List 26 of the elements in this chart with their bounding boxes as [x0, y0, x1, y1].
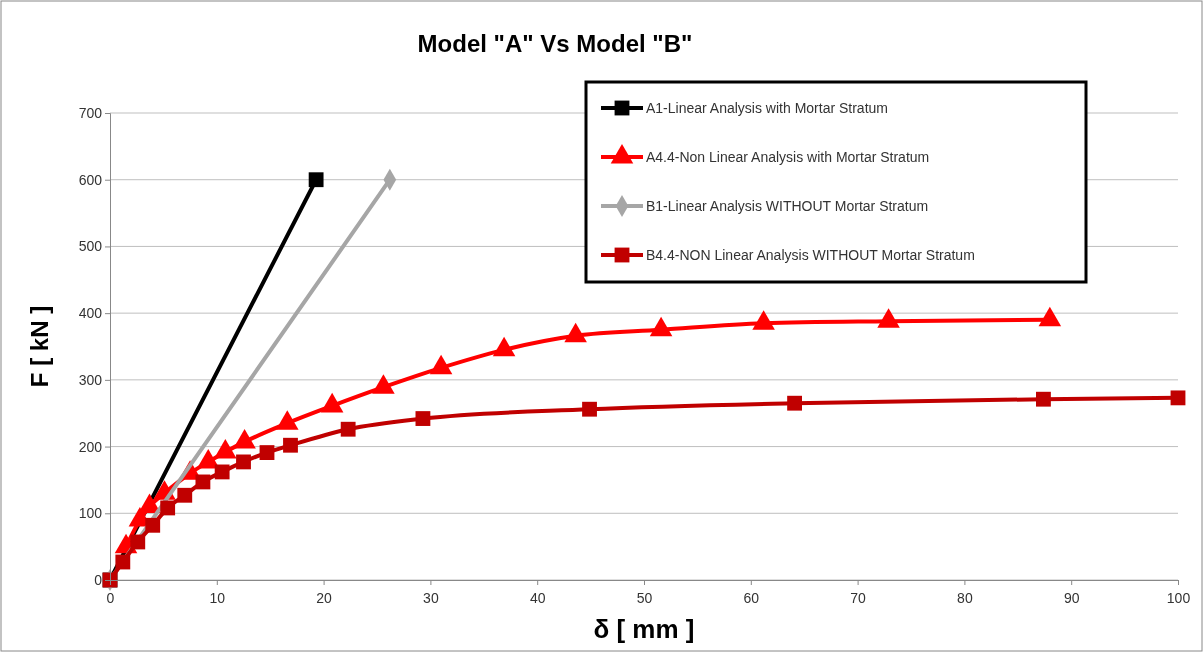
x-tick-label: 10 [209, 590, 226, 607]
y-axis-title: F [ kN ] [26, 305, 53, 388]
x-tick-label: 70 [850, 590, 867, 607]
legend-label: A1-Linear Analysis with Mortar Stratum [646, 100, 888, 116]
x-tick-label: 100 [1166, 590, 1191, 607]
y-tick-label: 400 [78, 305, 103, 322]
legend-label: B1-Linear Analysis WITHOUT Mortar Stratum [646, 198, 929, 214]
legend-label: B4.4-NON Linear Analysis WITHOUT Mortar Stratum [646, 247, 975, 263]
chart-title: Model "A" Vs Model "B" [417, 30, 693, 57]
y-tick-label: 600 [78, 171, 103, 188]
x-tick-label: 30 [423, 590, 439, 607]
x-tick-label: 90 [1063, 590, 1080, 607]
y-tick-label: 100 [78, 505, 103, 522]
y-tick-label: 200 [78, 438, 103, 455]
legend-label: A4.4-Non Linear Analysis with Mortar Stratum [646, 149, 930, 165]
y-tick-label: 300 [78, 371, 103, 388]
x-tick-label: 50 [636, 590, 653, 607]
y-tick-label: 500 [78, 238, 103, 255]
y-tick-label: 0 [94, 571, 103, 588]
y-tick-label: 700 [78, 104, 103, 121]
x-tick-label: 40 [529, 590, 546, 607]
x-tick-label: 20 [316, 590, 333, 607]
x-axis-title: δ [ mm ] [593, 614, 695, 644]
x-tick-label: 0 [106, 590, 115, 607]
x-tick-label: 60 [743, 590, 760, 607]
x-tick-label: 80 [957, 590, 973, 607]
